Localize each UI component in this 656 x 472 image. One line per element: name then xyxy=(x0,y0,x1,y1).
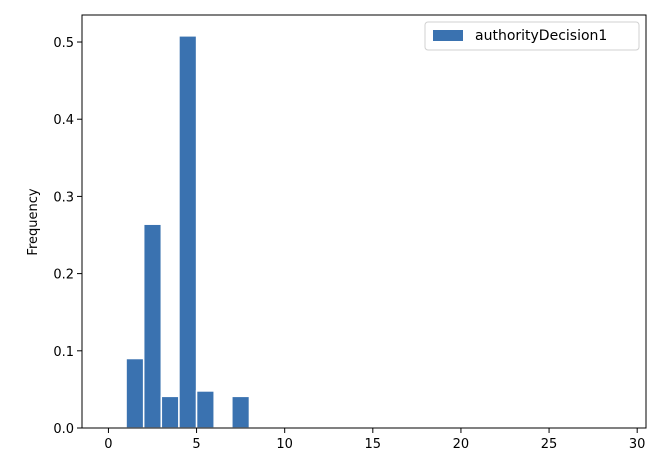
x-tick-label: 0 xyxy=(104,437,112,452)
x-tick-label: 5 xyxy=(192,437,200,452)
histogram-bar xyxy=(231,395,251,429)
y-tick-label: 0.2 xyxy=(53,268,74,283)
x-tick-label: 20 xyxy=(453,437,470,452)
y-tick-label: 0.0 xyxy=(53,422,74,437)
y-tick-label: 0.5 xyxy=(53,36,74,51)
plot-frame xyxy=(81,14,647,429)
x-tick-label: 30 xyxy=(629,437,646,452)
bars-group xyxy=(125,35,251,429)
y-axis-ticks: 0.0 0.1 0.2 0.3 0.4 0.5 xyxy=(53,36,82,437)
x-axis-ticks: 0 5 10 15 20 25 30 xyxy=(104,428,645,452)
histogram-bar xyxy=(195,390,215,429)
histogram-bar xyxy=(125,357,145,429)
legend-label: authorityDecision1 xyxy=(475,28,607,44)
legend-swatch xyxy=(433,30,463,41)
x-tick-label: 10 xyxy=(276,437,293,452)
x-tick-label: 15 xyxy=(365,437,382,452)
histogram-bar xyxy=(142,223,163,429)
y-tick-label: 0.1 xyxy=(53,345,74,360)
legend: authorityDecision1 xyxy=(424,21,640,51)
y-tick-label: 0.3 xyxy=(53,190,74,205)
y-axis-label: Frequency xyxy=(26,188,41,255)
histogram-bar xyxy=(178,35,198,429)
histogram-bar xyxy=(160,395,180,429)
x-tick-label: 25 xyxy=(541,437,558,452)
legend-box xyxy=(424,21,640,51)
y-tick-label: 0.4 xyxy=(53,113,74,128)
